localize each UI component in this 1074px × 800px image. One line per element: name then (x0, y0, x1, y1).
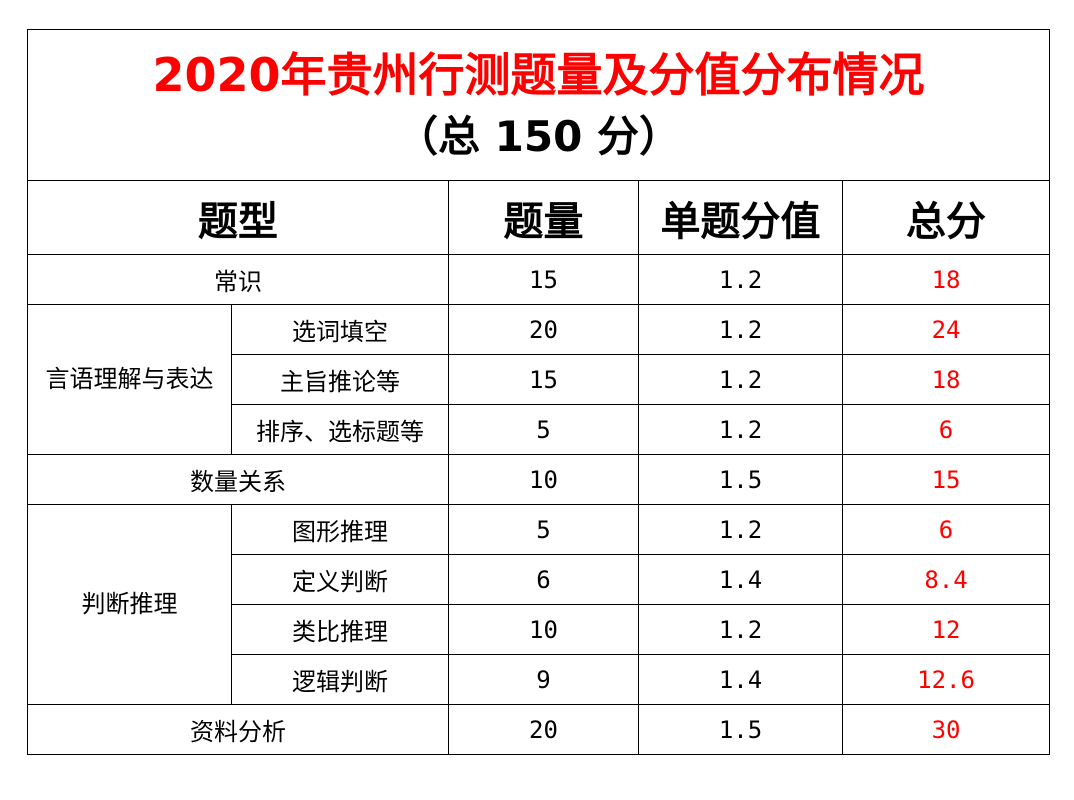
count-cell: 15 (448, 354, 639, 405)
table-title-cell: 2020年贵州行测题量及分值分布情况 （总 150 分） (26, 29, 1051, 181)
table-row: 逻辑判断 9 1.4 12.6 (28, 654, 1051, 705)
group-label-yanyu: 言语理解与表达 (27, 304, 232, 455)
type-cell: 选词填空 (231, 304, 449, 355)
table-row: 排序、选标题等 5 1.2 6 (28, 404, 1051, 455)
table-row: 定义判断 6 1.4 8.4 (28, 554, 1051, 605)
unit-score-cell: 1.2 (638, 254, 843, 305)
score-distribution-table: 2020年贵州行测题量及分值分布情况 （总 150 分） 题型 题量 单题分值 … (26, 29, 1051, 755)
unit-score-cell: 1.2 (638, 604, 843, 655)
header-count: 题量 (448, 180, 639, 255)
count-cell: 9 (448, 654, 639, 705)
count-cell: 10 (448, 604, 639, 655)
table-row: 类比推理 10 1.2 12 (28, 604, 1051, 655)
header-unit-score: 单题分值 (638, 180, 843, 255)
type-cell: 排序、选标题等 (231, 404, 449, 455)
count-cell: 20 (448, 304, 639, 355)
table-row: 数量关系 10 1.5 15 (27, 454, 1051, 505)
table-row: 言语理解与表达 选词填空 20 1.2 24 (27, 304, 1051, 455)
type-cell: 数量关系 (27, 454, 449, 505)
unit-score-cell: 1.2 (638, 504, 843, 555)
table-row: 判断推理 图形推理 5 1.2 6 (27, 504, 1051, 705)
table-row: 资料分析 20 1.5 30 (27, 704, 1051, 755)
count-cell: 20 (448, 704, 639, 755)
total-cell: 24 (841, 304, 1051, 355)
total-cell: 6 (841, 504, 1051, 555)
unit-score-cell: 1.2 (638, 304, 843, 355)
total-cell: 30 (841, 704, 1051, 755)
table-header-row: 题型 题量 单题分值 总分 (27, 180, 1051, 255)
unit-score-cell: 1.2 (638, 404, 843, 455)
unit-score-cell: 1.5 (638, 704, 843, 755)
unit-score-cell: 1.5 (638, 454, 843, 505)
unit-score-cell: 1.2 (638, 354, 843, 405)
type-cell: 常识 (27, 254, 449, 305)
total-cell: 6 (841, 404, 1051, 455)
count-cell: 6 (448, 554, 639, 605)
count-cell: 15 (448, 254, 639, 305)
total-cell: 18 (841, 354, 1051, 405)
type-cell: 资料分析 (27, 704, 449, 755)
type-cell: 定义判断 (231, 554, 449, 605)
type-cell: 主旨推论等 (231, 354, 449, 405)
header-type: 题型 (27, 180, 449, 255)
total-cell: 18 (841, 254, 1051, 305)
unit-score-cell: 1.4 (638, 654, 843, 705)
count-cell: 5 (448, 504, 639, 555)
group-label-panduan: 判断推理 (27, 504, 232, 705)
header-total: 总分 (841, 180, 1051, 255)
table-row: 常识 15 1.2 18 (27, 254, 1051, 305)
total-cell: 12 (841, 604, 1051, 655)
type-cell: 逻辑判断 (231, 654, 449, 705)
unit-score-cell: 1.4 (638, 554, 843, 605)
total-cell: 12.6 (841, 654, 1051, 705)
total-cell: 8.4 (841, 554, 1051, 605)
count-cell: 10 (448, 454, 639, 505)
page-subtitle: （总 150 分） (396, 111, 681, 161)
page-title: 2020年贵州行测题量及分值分布情况 (152, 48, 925, 102)
total-cell: 15 (841, 454, 1051, 505)
type-cell: 类比推理 (231, 604, 449, 655)
count-cell: 5 (448, 404, 639, 455)
type-cell: 图形推理 (231, 504, 449, 555)
